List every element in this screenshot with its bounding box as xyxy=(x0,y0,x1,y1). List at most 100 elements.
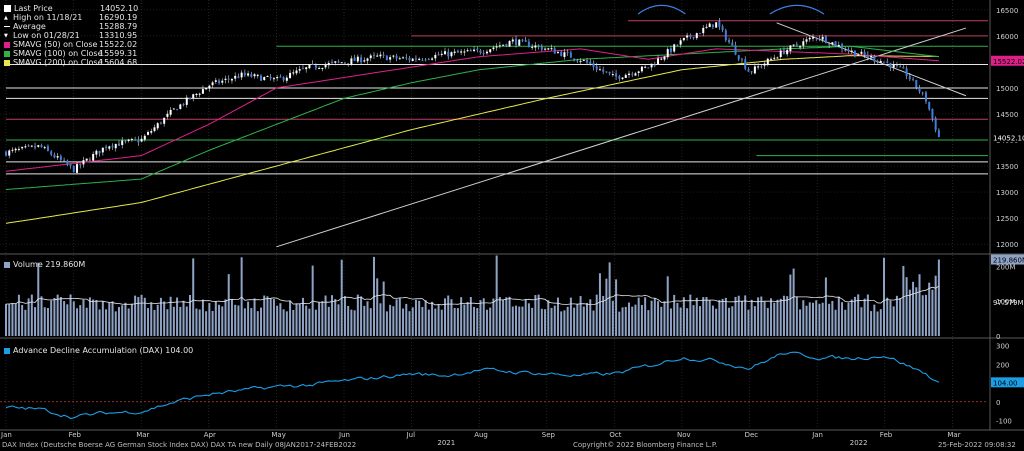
candle-body xyxy=(163,117,166,124)
volume-bar xyxy=(676,302,679,336)
candle-body xyxy=(92,154,95,161)
candle-body xyxy=(188,97,191,100)
candle-body xyxy=(476,48,479,51)
volume-bar xyxy=(150,302,153,336)
legend-label: SMAVG (50) on Close xyxy=(13,40,98,49)
trendline xyxy=(276,27,967,248)
volume-bar xyxy=(515,305,518,336)
volume-bar xyxy=(347,306,350,336)
candle-body xyxy=(72,165,75,173)
legend-label: Last Price xyxy=(14,4,53,13)
candle-body xyxy=(211,82,214,86)
candle-body xyxy=(198,93,201,95)
legend-item: Last Price 14052.10 xyxy=(4,4,138,13)
volume-bar xyxy=(605,278,608,336)
volume-bar xyxy=(831,301,834,336)
candle-body xyxy=(931,108,934,119)
candle-body xyxy=(779,50,782,58)
volume-bar xyxy=(188,294,191,336)
volume-title: Volume 219.860M xyxy=(13,260,86,269)
volume-bar xyxy=(182,300,185,336)
volume-bar xyxy=(289,300,292,336)
candle-body xyxy=(892,64,895,68)
candle-body xyxy=(279,76,282,78)
volume-bar xyxy=(321,301,324,336)
volume-bar xyxy=(699,306,702,336)
candle-body xyxy=(550,48,553,50)
footer: DAX Index (Deutsche Boerse AG German Sto… xyxy=(0,441,1024,451)
volume-bar xyxy=(837,296,840,336)
candle-body xyxy=(101,147,104,153)
volume-bar xyxy=(337,304,340,336)
volume-bar xyxy=(818,303,821,336)
candle-body xyxy=(686,35,689,38)
candle-body xyxy=(650,63,653,68)
candle-body xyxy=(440,53,443,55)
volume-bar xyxy=(666,276,669,336)
candle-body xyxy=(121,140,124,145)
volume-bar xyxy=(589,299,592,336)
candle-body xyxy=(605,71,608,73)
legend-label: Low on 01/28/21 xyxy=(13,31,80,40)
candle-body xyxy=(802,41,805,46)
candle-body xyxy=(298,69,301,71)
candle-body xyxy=(731,42,734,46)
ad-y-tick: 300 xyxy=(996,343,1009,351)
volume-bar xyxy=(618,311,621,336)
volume-bar xyxy=(440,309,443,336)
candle-body xyxy=(237,76,240,79)
volume-badge-bg xyxy=(991,254,1024,265)
candle-body xyxy=(46,146,49,151)
volume-current-label: 219.860M xyxy=(993,257,1024,265)
candle-body xyxy=(402,57,405,59)
candle-body xyxy=(611,74,614,76)
candle-body xyxy=(314,64,317,69)
ad-line xyxy=(5,351,940,420)
volume-bar xyxy=(69,294,72,336)
volume-bar xyxy=(505,297,508,336)
candle-body xyxy=(744,59,747,69)
volume-bar xyxy=(473,306,476,336)
volume-bar xyxy=(586,303,589,336)
volume-bar xyxy=(492,298,495,336)
volume-bar xyxy=(256,311,259,336)
volume-bar xyxy=(298,303,301,336)
volume-bar xyxy=(460,297,463,336)
candle-body xyxy=(324,64,327,68)
volume-bar xyxy=(815,300,818,336)
volume-bar xyxy=(883,257,886,336)
volume-bar xyxy=(744,295,747,336)
x-tick-label: Dec xyxy=(745,431,759,439)
legend-value: 15288.79 xyxy=(99,22,138,31)
volume-bar xyxy=(702,297,705,336)
volume-bar xyxy=(156,304,159,336)
candle-body xyxy=(27,145,30,147)
volume-bar xyxy=(560,311,563,336)
candle-body xyxy=(789,45,792,52)
candle-body xyxy=(150,131,153,133)
candle-body xyxy=(647,67,650,69)
candle-body xyxy=(702,27,705,34)
candle-body xyxy=(285,77,288,81)
volume-bar xyxy=(728,307,731,336)
volume-bar xyxy=(214,301,217,336)
candle-body xyxy=(902,66,905,69)
volume-bar xyxy=(260,307,263,336)
volume-bar xyxy=(40,296,43,336)
volume-bar xyxy=(227,274,230,336)
volume-bar xyxy=(834,309,837,336)
volume-bar xyxy=(82,299,85,336)
volume-bar xyxy=(686,308,689,336)
candle-body xyxy=(518,39,521,46)
volume-bar xyxy=(195,308,198,336)
volume-bar xyxy=(763,301,766,336)
candle-body xyxy=(195,93,198,96)
volume-bar xyxy=(46,307,49,336)
candle-body xyxy=(782,50,785,54)
volume-y-tick: 0 xyxy=(996,333,1000,341)
volume-bar xyxy=(692,305,695,336)
candle-body xyxy=(653,64,656,66)
volume-bar xyxy=(873,304,876,336)
volume-bar xyxy=(211,310,214,336)
candle-body xyxy=(460,51,463,53)
